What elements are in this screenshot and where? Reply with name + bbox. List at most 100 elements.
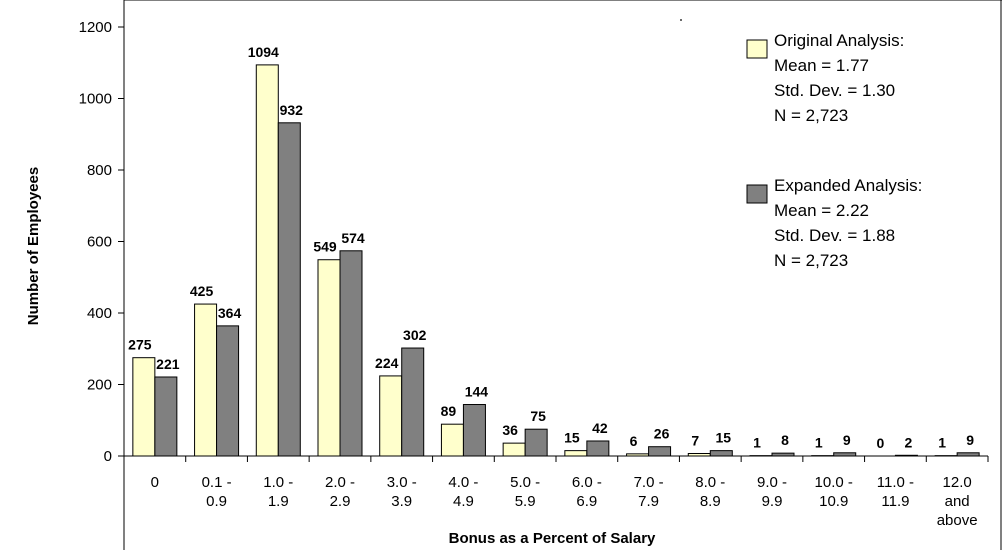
y-tick-label: 1000 (79, 91, 112, 108)
data-label-expanded: 364 (218, 305, 242, 321)
data-label-original: 1 (815, 435, 823, 451)
data-label-original: 7 (691, 432, 699, 448)
bar-expanded (463, 405, 485, 456)
data-label-expanded: 574 (341, 230, 365, 246)
x-tick-label: 0.1 - (202, 474, 232, 491)
legend-stat: Std. Dev. = 1.88 (774, 226, 895, 245)
x-tick-label: 10.0 - (815, 474, 853, 491)
legend-stat: Std. Dev. = 1.30 (774, 81, 895, 100)
x-tick-label: 3.9 (391, 493, 412, 510)
data-label-expanded: 75 (530, 408, 546, 424)
x-tick-label: 1.0 - (263, 474, 293, 491)
y-tick-label: 400 (87, 305, 112, 322)
data-label-expanded: 2 (905, 434, 913, 450)
x-tick-label: 11.9 (881, 493, 909, 510)
data-label-original: 425 (190, 283, 214, 299)
x-tick-label: above (937, 512, 978, 529)
data-label-original: 15 (564, 430, 580, 446)
x-tick-label: 10.9 (819, 493, 848, 510)
y-tick-label: 600 (87, 234, 112, 251)
data-label-expanded: 8 (781, 432, 789, 448)
y-tick-label: 200 (87, 377, 112, 394)
data-label-expanded: 9 (966, 432, 974, 448)
data-label-original: 6 (630, 433, 638, 449)
data-label-original: 1 (938, 435, 946, 451)
legend-series-name: Original Analysis: (774, 31, 904, 50)
data-label-expanded: 144 (465, 384, 489, 400)
x-tick-label: 5.0 - (510, 474, 540, 491)
data-label-expanded: 15 (715, 430, 731, 446)
bar-original (627, 454, 649, 456)
x-tick-label: 5.9 (515, 493, 536, 510)
x-tick-label: 9.9 (762, 493, 783, 510)
bar-expanded (895, 455, 917, 456)
data-label-original: 1094 (248, 44, 279, 60)
data-label-original: 0 (877, 435, 885, 451)
legend-stat: N = 2,723 (774, 251, 848, 270)
data-label-original: 36 (502, 422, 518, 438)
legend-stat: Mean = 2.22 (774, 201, 869, 220)
x-tick-label: 8.9 (700, 493, 721, 510)
data-label-original: 275 (128, 337, 152, 353)
y-tick-label: 800 (87, 162, 112, 179)
x-tick-label: and (945, 493, 970, 510)
data-label-original: 549 (313, 239, 337, 255)
legend-swatch-expanded (747, 185, 767, 203)
bar-original (565, 451, 587, 456)
data-label-expanded: 221 (156, 356, 180, 372)
data-label-expanded: 42 (592, 420, 608, 436)
bar-expanded (834, 453, 856, 456)
data-label-original: 89 (441, 403, 457, 419)
x-tick-label: 4.9 (453, 493, 474, 510)
y-tick-label: 1200 (79, 19, 112, 36)
bar-expanded (217, 326, 239, 456)
stray-dot (680, 19, 682, 21)
bar-expanded (587, 441, 609, 456)
x-tick-label: 4.0 - (448, 474, 478, 491)
bar-original (688, 453, 710, 456)
bar-original (380, 376, 402, 456)
x-tick-label: 8.0 - (695, 474, 725, 491)
bar-original (195, 304, 217, 456)
bar-original (256, 65, 278, 456)
x-tick-label: 6.0 - (572, 474, 602, 491)
bar-original (441, 424, 463, 456)
bar-expanded (402, 348, 424, 456)
data-label-expanded: 302 (403, 327, 427, 343)
bar-expanded (525, 429, 547, 456)
x-tick-label: 11.0 - (877, 474, 914, 491)
x-axis-title: Bonus as a Percent of Salary (449, 530, 656, 547)
bar-original (133, 358, 155, 456)
data-label-expanded: 9 (843, 432, 851, 448)
bar-expanded (710, 451, 732, 456)
y-axis-title: Number of Employees (25, 167, 42, 325)
x-tick-label: 0 (151, 474, 159, 491)
data-label-original: 1 (753, 435, 761, 451)
bar-expanded (278, 123, 300, 456)
x-tick-label: 1.9 (268, 493, 289, 510)
x-tick-label: 12.0 (943, 474, 972, 491)
x-tick-label: 2.0 - (325, 474, 355, 491)
legend-series-name: Expanded Analysis: (774, 176, 922, 195)
bar-original (503, 443, 525, 456)
x-tick-label: 2.9 (330, 493, 351, 510)
bar-expanded (957, 453, 979, 456)
data-label-expanded: 26 (654, 426, 670, 442)
legend-swatch-original (747, 40, 767, 58)
data-label-expanded: 932 (280, 102, 304, 118)
x-tick-label: 3.0 - (387, 474, 417, 491)
x-tick-label: 9.0 - (757, 474, 787, 491)
legend-stat: N = 2,723 (774, 106, 848, 125)
data-label-original: 224 (375, 355, 399, 371)
y-tick-label: 0 (104, 448, 112, 465)
x-tick-label: 7.9 (638, 493, 659, 510)
bar-original (318, 260, 340, 456)
x-tick-label: 6.9 (576, 493, 597, 510)
bar-expanded (155, 377, 177, 456)
x-tick-label: 0.9 (206, 493, 227, 510)
bar-expanded (340, 251, 362, 456)
legend-stat: Mean = 1.77 (774, 56, 869, 75)
bar-expanded (772, 453, 794, 456)
